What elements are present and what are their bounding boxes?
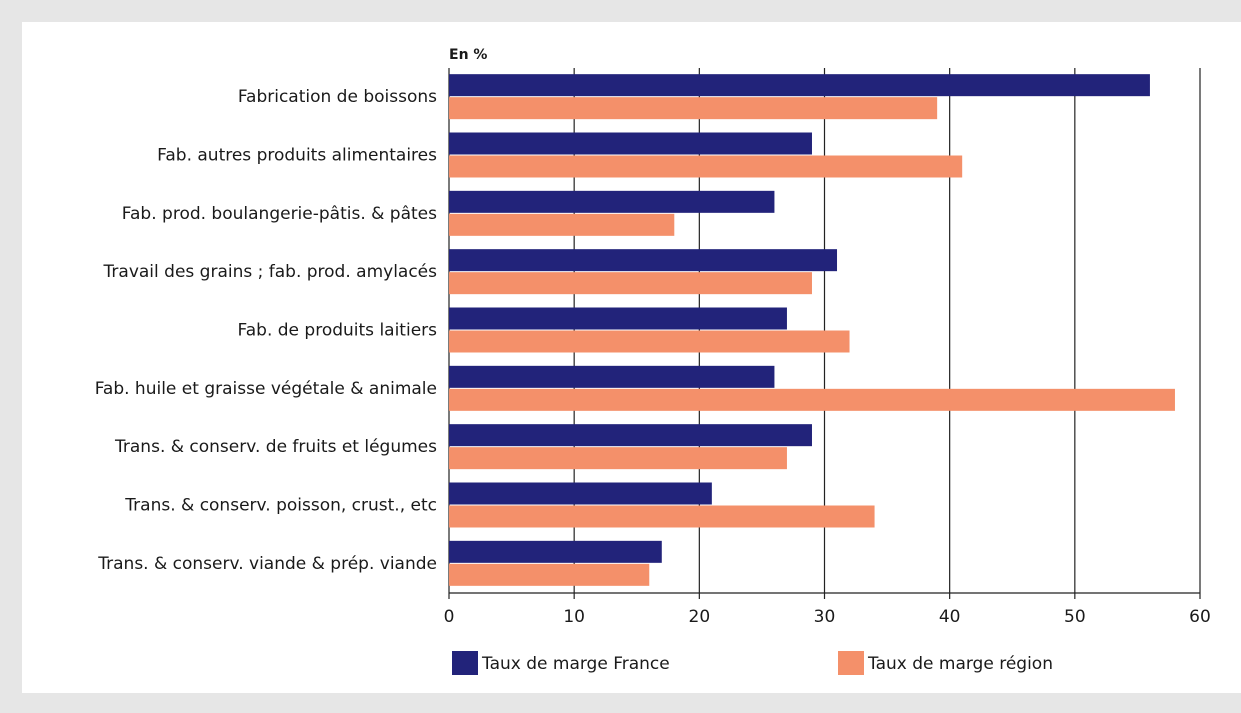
x-tick-label: 0 [444,607,455,627]
bar [449,482,712,505]
axis-label: En % [449,47,487,63]
y-tick-label: Trans. & conserv. poisson, crust., etc [124,496,437,516]
y-tick-label: Trans. & conserv. viande & prép. viande [97,554,437,574]
x-tick-label: 40 [939,607,961,627]
y-tick-label: Fab. huile et graisse végétale & animale [95,379,437,399]
y-tick-label: Fabrication de boissons [238,87,437,107]
legend-label: Taux de marge France [481,654,670,674]
y-tick-label: Fab. de produits laitiers [238,321,438,341]
bar [449,365,775,388]
bar [449,505,875,528]
legend-swatch [452,651,478,675]
bar [449,97,938,120]
legend-label: Taux de marge région [867,654,1053,674]
bar [449,330,850,353]
bar [449,388,1175,411]
x-tick-label: 10 [563,607,585,627]
y-tick-label: Trans. & conserv. de fruits et légumes [114,437,437,457]
bar [449,540,662,563]
bar [449,447,787,470]
bar [449,563,650,586]
x-tick-label: 20 [689,607,711,627]
bar [449,307,787,330]
bar [449,74,1150,97]
bar [449,190,775,213]
bar [449,249,838,272]
bar [449,272,812,295]
bar [449,155,963,178]
x-tick-label: 50 [1064,607,1086,627]
bar [449,213,675,236]
y-tick-label: Fab. prod. boulangerie-pâtis. & pâtes [122,204,437,224]
y-tick-label: Travail des grains ; fab. prod. amylacés [103,262,438,282]
legend-swatch [838,651,864,675]
bar [449,132,812,155]
x-tick-label: 60 [1189,607,1211,627]
y-tick-label: Fab. autres produits alimentaires [157,146,437,166]
bar [449,424,812,447]
x-tick-label: 30 [814,607,836,627]
panel [22,22,1241,693]
